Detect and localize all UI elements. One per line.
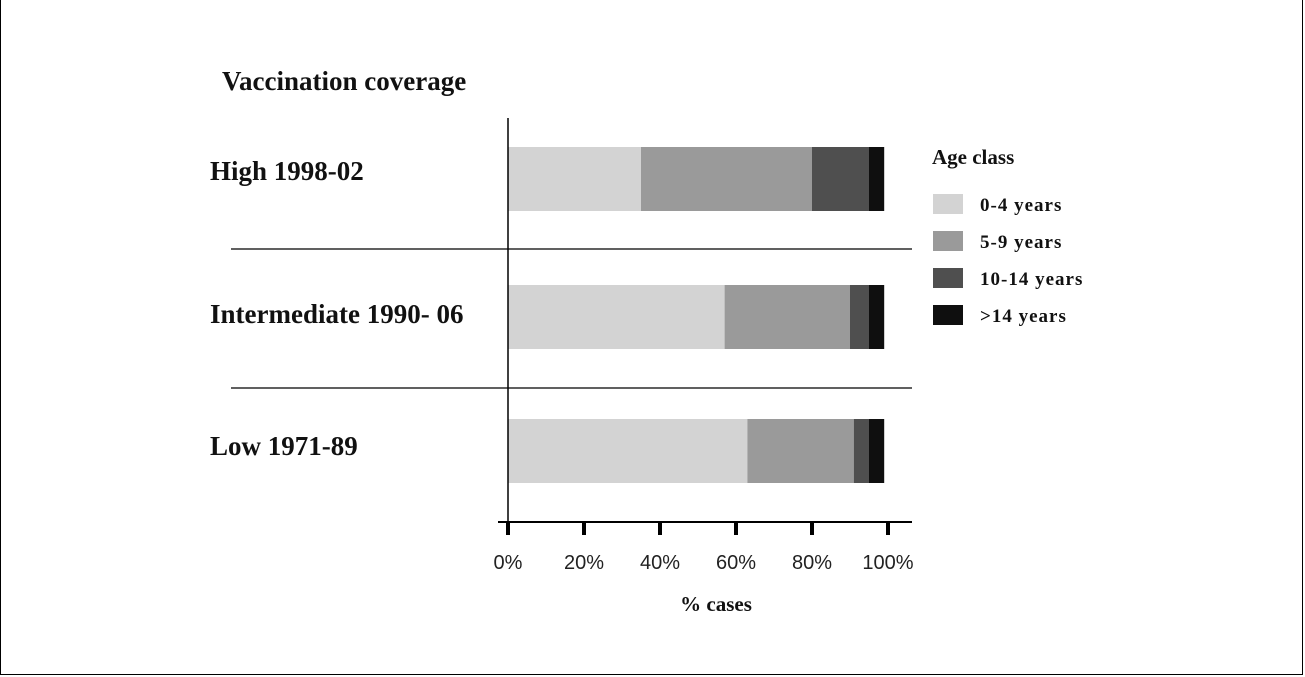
bar-segment (869, 419, 885, 483)
category-label: Low 1971-89 (210, 431, 358, 461)
bar-segment (724, 285, 850, 349)
bar-segment (508, 147, 641, 211)
bar-segment (869, 147, 885, 211)
bar-segment (869, 285, 885, 349)
x-axis-ticks (506, 522, 890, 535)
bar-segment (508, 419, 748, 483)
legend-label: 5-9 years (980, 232, 1062, 253)
legend-label: 10-14 years (980, 269, 1083, 290)
bar-segment (853, 419, 869, 483)
x-tick-label: 40% (640, 552, 680, 574)
bar-segment (812, 147, 869, 211)
bar-segment (641, 147, 812, 211)
legend-title: Age class (932, 145, 1014, 169)
bar-segment (850, 285, 869, 349)
category-label: High 1998-02 (210, 156, 364, 186)
legend-swatch (933, 305, 963, 325)
category-separators (231, 248, 912, 389)
bar-segment (508, 285, 725, 349)
x-tick-label: 80% (792, 552, 832, 574)
x-tick-label: 20% (564, 552, 604, 574)
bars-group (508, 147, 885, 483)
x-tick-label: 100% (862, 552, 913, 574)
x-tick-label: 60% (716, 552, 756, 574)
category-labels: High 1998-02 Intermediate 1990- 06 Low 197… (210, 156, 463, 461)
x-tick-label: 0% (494, 552, 523, 574)
x-axis-label: % cases (680, 592, 752, 616)
legend-label: >14 years (980, 306, 1067, 327)
category-label: Intermediate 1990- 06 (210, 299, 463, 329)
legend-swatch (933, 194, 963, 214)
legend-swatch (933, 231, 963, 251)
bar-segment (747, 419, 854, 483)
x-axis-tick-labels: 0% 20% 40% 60% 80% 100% (494, 552, 914, 574)
legend-swatch (933, 268, 963, 288)
legend-label: 0-4 years (980, 195, 1062, 216)
legend: 0-4 years 5-9 years 10-14 years >14 years (933, 194, 1083, 327)
chart-title: Vaccination coverage (222, 66, 466, 96)
